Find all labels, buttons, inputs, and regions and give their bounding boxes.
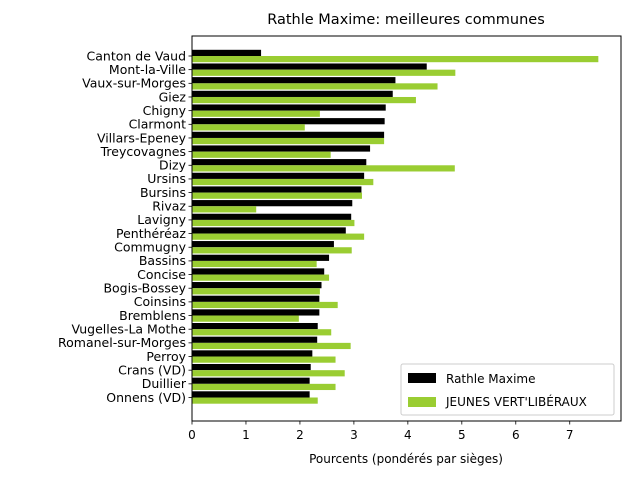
bar-rathle-maxime-6	[192, 131, 385, 138]
y-tick-label: Giez	[159, 89, 187, 104]
bar-jeunes-vert-liberaux-8	[192, 165, 455, 172]
legend-swatch-series-1	[408, 373, 436, 383]
plot-frame	[191, 35, 622, 422]
x-tick-label: 7	[566, 428, 574, 442]
bar-jeunes-vert-liberaux-13	[192, 233, 365, 240]
y-tick-label: Lavigny	[137, 212, 186, 227]
bar-rathle-maxime-7	[192, 145, 371, 152]
bar-jeunes-vert-liberaux-23	[192, 370, 345, 377]
y-tick-label: Duillier	[142, 376, 187, 391]
y-tick-label: Coinsins	[134, 294, 186, 309]
x-tick-label: 0	[188, 428, 196, 442]
bar-jeunes-vert-liberaux-10	[192, 192, 362, 199]
bar-rathle-maxime-2	[192, 77, 396, 84]
y-tick-label: Commugny	[114, 240, 187, 255]
bar-rathle-maxime-1	[192, 63, 427, 70]
bar-rathle-maxime-11	[192, 200, 353, 207]
y-tick-label: Vaux-sur-Morges	[82, 76, 186, 91]
x-tick-label: 3	[350, 428, 358, 442]
y-tick-label: Onnens (VD)	[106, 390, 186, 405]
y-tick-label: Ursins	[147, 171, 186, 186]
y-tick-label: Bassins	[139, 253, 186, 268]
bar-jeunes-vert-liberaux-0	[192, 56, 599, 63]
bar-rathle-maxime-25	[192, 391, 310, 398]
bar-rathle-maxime-5	[192, 118, 385, 125]
y-tick-label: Romanel-sur-Morges	[58, 335, 186, 350]
x-axis-label: Pourcents (pondérés par sièges)	[309, 452, 503, 466]
bar-jeunes-vert-liberaux-17	[192, 288, 320, 295]
x-tick-label: 5	[458, 428, 466, 442]
bar-rathle-maxime-0	[192, 49, 262, 56]
x-tick-label: 2	[296, 428, 304, 442]
bar-jeunes-vert-liberaux-6	[192, 137, 385, 145]
bar-rathle-maxime-20	[192, 323, 318, 330]
y-tick-label: Chigny	[143, 103, 187, 118]
bar-jeunes-vert-liberaux-15	[192, 260, 317, 268]
legend: Rathle Maxime JEUNES VERT'LIBÉRAUX	[400, 363, 615, 416]
bar-jeunes-vert-liberaux-1	[192, 69, 456, 76]
y-tick-label: Clarmont	[129, 117, 187, 132]
y-tick-label: Crans (VD)	[118, 362, 186, 377]
bar-jeunes-vert-liberaux-4	[192, 110, 320, 117]
bar-jeunes-vert-liberaux-20	[192, 329, 332, 336]
y-tick-label: Dizy	[159, 158, 187, 173]
y-tick-label: Bremblens	[119, 308, 186, 323]
bar-jeunes-vert-liberaux-19	[192, 315, 299, 322]
x-tick-label: 4	[404, 428, 412, 442]
y-tick-label: Treycovagnes	[100, 144, 186, 159]
bar-rathle-maxime-16	[192, 268, 325, 275]
bar-rathle-maxime-10	[192, 186, 362, 193]
bar-rathle-maxime-14	[192, 241, 334, 248]
bar-jeunes-vert-liberaux-18	[192, 301, 338, 309]
x-axis-ticks: 0 1 2 3 4 5 6 7	[188, 421, 574, 442]
x-tick-label: 6	[512, 428, 520, 442]
bar-jeunes-vert-liberaux-21	[192, 342, 351, 350]
bar-rathle-maxime-8	[192, 159, 367, 166]
bar-jeunes-vert-liberaux-3	[192, 96, 416, 104]
bar-jeunes-vert-liberaux-25	[192, 397, 318, 404]
bar-rathle-maxime-4	[192, 104, 386, 111]
y-tick-label: Concise	[137, 267, 186, 282]
chart-title: Rathle Maxime: meilleures communes	[267, 12, 545, 28]
x-tick-label: 1	[242, 428, 250, 442]
bar-jeunes-vert-liberaux-9	[192, 178, 374, 186]
bar-rathle-maxime-3	[192, 90, 393, 97]
bar-jeunes-vert-liberaux-5	[192, 124, 305, 131]
legend-label-series-1: Rathle Maxime	[446, 372, 535, 386]
bar-jeunes-vert-liberaux-16	[192, 274, 330, 281]
legend-label-series-2: JEUNES VERT'LIBÉRAUX	[445, 394, 587, 409]
bar-rathle-maxime-12	[192, 213, 352, 220]
bars-group	[192, 49, 599, 404]
bar-jeunes-vert-liberaux-11	[192, 206, 257, 213]
bar-rathle-maxime-22	[192, 350, 313, 357]
y-tick-label: Bogis-Bossey	[103, 281, 186, 296]
bar-jeunes-vert-liberaux-22	[192, 356, 336, 363]
bar-rathle-maxime-18	[192, 295, 320, 302]
y-tick-label: Rivaz	[152, 199, 186, 214]
bar-rathle-maxime-13	[192, 227, 346, 234]
bar-rathle-maxime-15	[192, 254, 330, 261]
y-tick-label: Vugelles-La Mothe	[72, 322, 187, 337]
y-tick-label: Mont-la-Ville	[109, 62, 186, 77]
y-tick-label: Canton de Vaud	[87, 48, 186, 63]
y-axis-ticks: Canton de VaudMont-la-VilleVaux-sur-Morg…	[58, 48, 192, 405]
bar-rathle-maxime-21	[192, 336, 318, 343]
y-tick-label: Bursins	[140, 185, 186, 200]
y-tick-label: Perroy	[146, 349, 186, 364]
bar-rathle-maxime-23	[192, 363, 311, 371]
bar-rathle-maxime-24	[192, 377, 310, 384]
bar-rathle-maxime-9	[192, 172, 365, 179]
bar-jeunes-vert-liberaux-24	[192, 383, 336, 391]
legend-swatch-series-2	[408, 397, 436, 407]
bar-jeunes-vert-liberaux-7	[192, 151, 331, 158]
bar-jeunes-vert-liberaux-2	[192, 83, 438, 90]
legend-box	[400, 363, 615, 416]
bar-rathle-maxime-17	[192, 282, 322, 289]
bar-rathle-maxime-19	[192, 309, 320, 316]
bar-jeunes-vert-liberaux-14	[192, 247, 352, 254]
y-tick-label: Villars-Epeney	[97, 130, 187, 145]
y-tick-label: Penthéréaz	[116, 226, 186, 241]
bar-jeunes-vert-liberaux-12	[192, 219, 355, 227]
